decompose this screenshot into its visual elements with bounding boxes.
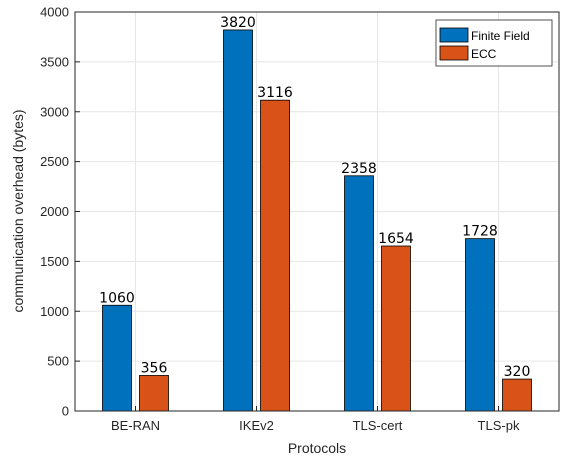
data-label: 3116 bbox=[257, 85, 293, 101]
y-tick-label: 3500 bbox=[40, 54, 69, 69]
y-tick-label: 1000 bbox=[40, 304, 69, 319]
bar-finite-field bbox=[465, 238, 495, 412]
data-labels: 1060 356 3820 3116 2358 1654 1728 320 bbox=[99, 15, 530, 380]
bar-finite-field bbox=[344, 175, 374, 412]
data-label: 2358 bbox=[341, 161, 377, 177]
x-axis: BE-RAN IKEv2 TLS-cert TLS-pk bbox=[111, 406, 520, 433]
legend-label-finite-field: Finite Field bbox=[471, 29, 530, 43]
data-label: 1060 bbox=[99, 290, 135, 306]
bar-ecc bbox=[260, 99, 290, 412]
data-label: 3820 bbox=[220, 15, 256, 31]
legend-swatch-finite-field bbox=[439, 27, 469, 43]
bars bbox=[102, 29, 532, 412]
x-tick-label: TLS-cert bbox=[353, 418, 403, 433]
x-axis-title: Protocols bbox=[288, 440, 346, 456]
x-tick-label: TLS-pk bbox=[478, 418, 520, 433]
legend-label-ecc: ECC bbox=[471, 47, 497, 61]
bar-finite-field bbox=[223, 29, 253, 412]
y-tick-label: 1500 bbox=[40, 254, 69, 269]
x-tick-label: IKEv2 bbox=[239, 418, 274, 433]
legend: Finite Field ECC bbox=[435, 19, 553, 67]
y-tick-label: 2000 bbox=[40, 204, 69, 219]
x-tick-label: BE-RAN bbox=[111, 418, 160, 433]
data-label: 1654 bbox=[378, 231, 414, 247]
y-tick-label: 4000 bbox=[40, 5, 69, 20]
data-label: 1728 bbox=[462, 224, 498, 240]
y-tick-label: 2500 bbox=[40, 154, 69, 169]
y-tick-label: 3000 bbox=[40, 104, 69, 119]
y-axis: 0 500 1000 1500 2000 2500 3000 3500 4000 bbox=[40, 5, 80, 419]
bar-ecc bbox=[502, 378, 532, 412]
bar-finite-field bbox=[102, 304, 132, 412]
y-tick-label: 500 bbox=[47, 354, 69, 369]
data-label: 320 bbox=[504, 364, 531, 380]
bar-ecc bbox=[139, 375, 169, 412]
y-axis-title: communication overhead (bytes) bbox=[10, 109, 26, 312]
data-label: 356 bbox=[141, 360, 168, 376]
gridlines bbox=[75, 12, 559, 411]
bar-ecc bbox=[381, 245, 411, 412]
y-tick-label: 0 bbox=[62, 404, 69, 419]
legend-swatch-ecc bbox=[439, 45, 469, 61]
